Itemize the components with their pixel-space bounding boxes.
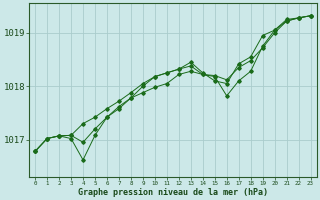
X-axis label: Graphe pression niveau de la mer (hPa): Graphe pression niveau de la mer (hPa) bbox=[78, 188, 268, 197]
